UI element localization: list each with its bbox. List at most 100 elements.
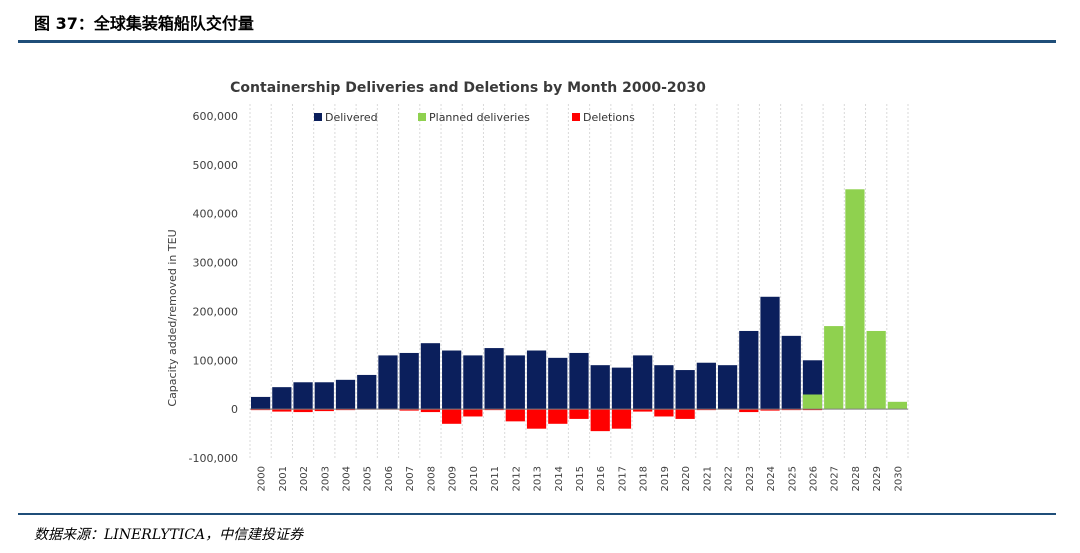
bar-delivered xyxy=(781,335,801,410)
bar-deletions xyxy=(293,409,313,413)
bar-delivered xyxy=(420,343,441,410)
bar-delivered xyxy=(442,350,462,410)
bar-deletions xyxy=(611,409,632,429)
x-tick-label: 2013 xyxy=(533,466,544,491)
bar-delivered xyxy=(548,357,568,410)
x-tick-label: 2006 xyxy=(384,466,395,491)
x-tick-label: 2007 xyxy=(405,466,416,491)
x-tick-label: 2015 xyxy=(575,466,586,491)
bar-delivered xyxy=(335,379,356,410)
bar-planned-deliveries xyxy=(887,401,907,410)
bar-deletions xyxy=(526,409,547,429)
bar-deletions xyxy=(442,409,462,424)
bars xyxy=(251,189,907,432)
bar-delivered xyxy=(675,370,695,410)
bar-deletions xyxy=(505,409,525,422)
bar-deletions xyxy=(314,409,334,412)
bar-deletions xyxy=(463,409,483,417)
legend-swatch xyxy=(314,113,322,121)
bar-delivered xyxy=(526,350,547,410)
bar-delivered xyxy=(378,355,398,410)
x-tick-label: 2024 xyxy=(766,466,777,491)
bar-deletions xyxy=(739,409,759,413)
x-tick-label: 2019 xyxy=(660,466,671,491)
x-tick-label: 2016 xyxy=(596,466,607,491)
bar-planned-deliveries xyxy=(824,326,844,410)
x-tick-label: 2029 xyxy=(872,466,883,491)
bottom-rule xyxy=(18,513,1056,515)
legend-label: Delivered xyxy=(325,111,378,124)
bar-deletions xyxy=(633,409,653,412)
x-tick-label: 2030 xyxy=(893,466,904,491)
bar-deletions xyxy=(760,409,780,411)
y-tick-label: 100,000 xyxy=(193,354,239,367)
bar-planned-deliveries xyxy=(866,330,886,410)
x-tick-label: 2017 xyxy=(617,466,628,491)
bar-delivered xyxy=(739,330,759,410)
y-tick-label: 600,000 xyxy=(193,110,239,123)
bar-deletions xyxy=(272,409,292,412)
bar-delivered xyxy=(463,355,483,410)
figure-title: 图 37：全球集装箱船队交付量 xyxy=(34,14,254,33)
y-tick-label: -100,000 xyxy=(189,452,238,465)
bar-planned-deliveries xyxy=(845,189,865,410)
top-rule xyxy=(18,40,1056,43)
x-tick-label: 2021 xyxy=(702,466,713,491)
bar-delivered xyxy=(251,396,271,410)
bar-deletions xyxy=(654,409,674,417)
legend-swatch xyxy=(418,113,426,121)
bar-delivered xyxy=(357,374,377,410)
bar-delivered xyxy=(399,352,419,410)
x-tick-label: 2022 xyxy=(724,466,735,491)
x-tick-label: 2003 xyxy=(320,466,331,491)
bar-deletions xyxy=(590,409,610,432)
y-tick-label: 500,000 xyxy=(193,159,239,172)
source-note: 数据来源：LINERLYTICA，中信建投证券 xyxy=(34,527,304,543)
bar-deletions xyxy=(569,409,589,419)
bar-delivered xyxy=(505,355,525,410)
x-tick-label: 2005 xyxy=(363,466,374,491)
y-tick-label: 300,000 xyxy=(193,257,239,270)
bar-delivered xyxy=(272,387,292,410)
x-tick-label: 2023 xyxy=(745,466,756,491)
x-tick-label: 2025 xyxy=(787,466,798,491)
legend-swatch xyxy=(572,113,580,121)
bar-deletions xyxy=(420,409,441,413)
bar-delivered xyxy=(717,365,738,410)
y-tick-label: 0 xyxy=(231,403,238,416)
x-tick-label: 2020 xyxy=(681,466,692,491)
bar-delivered xyxy=(293,382,313,410)
x-tick-label: 2010 xyxy=(469,466,480,491)
bar-delivered xyxy=(654,365,674,410)
legend-label: Deletions xyxy=(583,111,635,124)
bar-planned-deliveries xyxy=(802,394,823,410)
y-tick-label: 200,000 xyxy=(193,305,239,318)
x-tick-label: 2001 xyxy=(278,466,289,491)
x-tick-label: 2000 xyxy=(257,466,268,491)
legend: Delivered Planned deliveries Deletions xyxy=(314,111,635,124)
y-axis-ticks: -100,000 0 100,000 200,000 300,000 400,000 500… xyxy=(189,110,238,465)
bar-delivered xyxy=(760,296,780,410)
bar-delivered xyxy=(633,355,653,410)
x-tick-label: 2026 xyxy=(808,466,819,491)
x-axis-ticks: 2000 2001 2002 2003 2004 2005 2006 2007 2008 2009… xyxy=(257,466,905,491)
x-tick-label: 2012 xyxy=(511,466,522,491)
bar-deletions xyxy=(548,409,568,424)
bar-delivered xyxy=(590,365,610,410)
x-tick-label: 2027 xyxy=(830,466,841,491)
x-tick-label: 2014 xyxy=(554,466,565,491)
y-axis-label: Capacity added/removed in TEU xyxy=(166,229,179,406)
x-tick-label: 2011 xyxy=(490,466,501,491)
bar-delivered xyxy=(569,352,589,410)
bar-delivered xyxy=(484,348,504,410)
x-tick-label: 2002 xyxy=(299,466,310,491)
bar-deletions xyxy=(675,409,695,419)
x-tick-label: 2018 xyxy=(639,466,650,491)
x-tick-label: 2028 xyxy=(851,466,862,491)
bar-delivered xyxy=(611,367,632,410)
gridlines xyxy=(249,104,909,458)
legend-label: Planned deliveries xyxy=(429,111,530,124)
x-tick-label: 2004 xyxy=(342,466,353,491)
y-tick-label: 400,000 xyxy=(193,208,239,221)
